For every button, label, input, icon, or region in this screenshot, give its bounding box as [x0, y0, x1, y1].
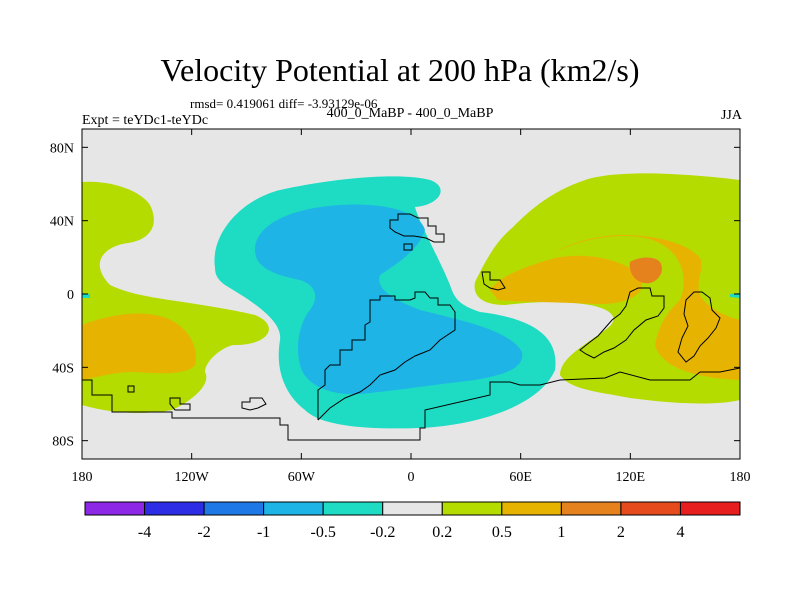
y-tick-label: 0: [67, 288, 74, 303]
colorbar-label: 4: [676, 524, 684, 541]
x-tick-label: 0: [408, 470, 415, 485]
colorbar-swatch: [560, 501, 622, 516]
x-tick-label: 180: [730, 470, 751, 485]
y-tick-label: 80S: [52, 435, 74, 450]
colorbar-label: 1: [557, 524, 565, 541]
y-tick-label: 40S: [52, 361, 74, 376]
coastline-west-islet: [241, 397, 267, 411]
x-tick-label: 120E: [616, 470, 646, 485]
colorbar-label: 2: [617, 524, 625, 541]
chart-title: Velocity Potential at 200 hPa (km2/s): [160, 52, 640, 88]
coastline-east-continent: [579, 287, 665, 359]
colorbar-label: -0.5: [311, 524, 336, 541]
colorbar-swatch: [441, 501, 503, 516]
coastline-south-america: [317, 291, 456, 421]
x-tick-label: 180: [72, 470, 93, 485]
colorbar-label: -1: [257, 524, 270, 541]
colorbar-swatch: [501, 501, 562, 516]
contour-pos-0.5-east-b: [490, 255, 643, 305]
axis-tick-labels: 180 120W 60W 0 60E 120E 180 80N 40N 0 40S 80S: [50, 141, 751, 485]
comparison-label: 400_0_MaBP - 400_0_MaBP: [326, 106, 494, 121]
experiment-label: Expt = teYDc1-teYDc: [82, 113, 209, 128]
coastline-east-islands: [677, 291, 721, 363]
stats-line: rmsd= 0.419061 diff= -3.93129e-06: [190, 96, 378, 111]
colorbar-swatch: [263, 501, 324, 516]
colorbar-label: -4: [138, 524, 151, 541]
colorbar-swatch: [382, 501, 443, 516]
colorbar-swatch: [84, 501, 146, 516]
axis-ticks: [81, 129, 741, 459]
x-tick-label: 60W: [288, 470, 316, 485]
colorbar-swatch: [144, 501, 205, 516]
contour-pos-1-east: [629, 257, 662, 284]
colorbar-swatch: [322, 501, 384, 516]
colorbar-swatch: [203, 501, 265, 516]
x-tick-label: 120W: [175, 470, 210, 485]
colorbar: -4 -2 -1 -0.5 -0.2 0.2 0.5 1 2 4: [84, 501, 741, 541]
coastline-south-landmass: [82, 367, 740, 441]
contour-pos-0.5-east: [555, 235, 740, 380]
colorbar-label: 0.2: [432, 524, 452, 541]
colorbar-label: 0.5: [492, 524, 512, 541]
season-label: JJA: [720, 108, 742, 123]
coastline-pacific-islets: [127, 385, 191, 411]
colorbar-swatch: [620, 501, 681, 516]
contour-pos-0.5-west: [82, 313, 196, 380]
coastline-north-landmass: [389, 213, 445, 243]
colorbar-swatch: [679, 501, 741, 516]
coastline-north-islet: [403, 243, 413, 251]
colorbar-label: -0.2: [370, 524, 395, 541]
colorbar-label: -2: [197, 524, 210, 541]
x-tick-label: 60E: [509, 470, 532, 485]
coastlines: [82, 213, 740, 441]
y-tick-label: 80N: [50, 141, 74, 156]
coastline-africa-east: [481, 271, 506, 291]
contour-fields: [82, 173, 740, 429]
contour-neg-0.5: [255, 204, 523, 395]
y-tick-label: 40N: [50, 215, 74, 230]
